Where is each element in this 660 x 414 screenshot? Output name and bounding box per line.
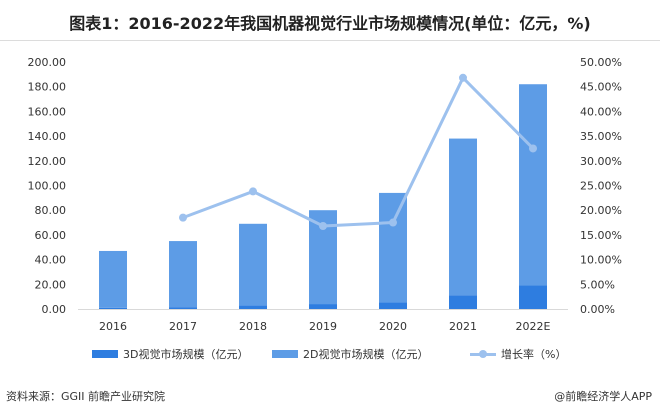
bar-2d [239, 223, 267, 306]
growth-point [459, 73, 467, 82]
y2-tick-label: 25.00% [580, 180, 622, 193]
y-tick-label: 0.00 [42, 303, 67, 316]
y2-tick-label: 45.00% [580, 81, 622, 94]
bar-3d [519, 285, 547, 309]
bar-2d [169, 241, 197, 308]
legend-swatch-3d [92, 350, 118, 358]
bar-2d [449, 138, 477, 296]
y-tick-label: 100.00 [28, 180, 67, 193]
chart-title: 图表1：2016-2022年我国机器视觉行业市场规模情况(单位：亿元，%) [69, 14, 591, 33]
bar-3d [309, 304, 337, 309]
growth-line [182, 76, 535, 228]
legend-item-growth: 增长率（%） [470, 346, 566, 362]
x-tick-label: 2020 [379, 320, 407, 333]
bar-group [99, 84, 547, 309]
legend-item-2d: 2D视觉市场规模（亿元） [272, 346, 428, 362]
y-tick-label: 200.00 [28, 56, 67, 69]
brand-mark: @前瞻经济学人APP [554, 390, 652, 403]
legend-marker-growth [479, 349, 487, 358]
growth-point [319, 222, 327, 231]
y-tick-label: 60.00 [35, 229, 67, 242]
bar-2d [379, 192, 407, 303]
legend-swatch-growth [470, 349, 496, 358]
growth-point [179, 213, 187, 222]
x-tick-label: 2018 [239, 320, 267, 333]
y2-tick-label: 50.00% [580, 56, 622, 69]
bar-3d [379, 302, 407, 309]
axis-group: 0.00 20.00 40.00 60.00 80.00 100.00 120.00 140.… [28, 56, 622, 333]
x-tick-label: 2022E [516, 320, 551, 333]
bar-2d [519, 84, 547, 286]
y-tick-label: 140.00 [28, 130, 67, 143]
bar-3d [169, 307, 197, 309]
y-tick-label: 20.00 [35, 278, 67, 291]
bar-3d [99, 307, 127, 309]
legend: 3D视觉市场规模（亿元） 2D视觉市场规模（亿元） 增长率（%） [0, 346, 660, 362]
y2-tick-label: 15.00% [580, 229, 622, 242]
growth-point [389, 218, 397, 227]
bar-3d [239, 305, 267, 309]
legend-label-growth: 增长率（%） [501, 348, 567, 361]
legend-swatch-2d [272, 350, 298, 358]
bar-2d [99, 250, 127, 308]
y-tick-label: 40.00 [35, 254, 67, 267]
x-tick-label: 2021 [449, 320, 477, 333]
y-tick-label: 180.00 [28, 81, 67, 94]
x-tick-label: 2016 [99, 320, 127, 333]
x-tick-label: 2017 [169, 320, 197, 333]
growth-line-group [179, 73, 537, 231]
y2-tick-label: 20.00% [580, 204, 622, 217]
y2-tick-label: 40.00% [580, 105, 622, 118]
y2-tick-label: 30.00% [580, 155, 622, 168]
legend-item-3d: 3D视觉市场规模（亿元） [92, 346, 248, 362]
y2-tick-label: 5.00% [580, 278, 615, 291]
y2-tick-label: 0.00% [580, 303, 615, 316]
bar-3d [449, 295, 477, 309]
legend-label-2d: 2D视觉市场规模（亿元） [303, 348, 429, 361]
legend-label-3d: 3D视觉市场规模（亿元） [123, 348, 249, 361]
x-tick-label: 2019 [309, 320, 337, 333]
y-tick-label: 120.00 [28, 155, 67, 168]
y2-tick-label: 10.00% [580, 254, 622, 267]
growth-point [249, 187, 257, 196]
y-tick-label: 80.00 [35, 204, 67, 217]
y-tick-label: 160.00 [28, 105, 67, 118]
title-divider [0, 40, 660, 41]
source-note: 资料来源：GGII 前瞻产业研究院 [6, 390, 166, 403]
growth-point [529, 144, 537, 153]
y2-tick-label: 35.00% [580, 130, 622, 143]
